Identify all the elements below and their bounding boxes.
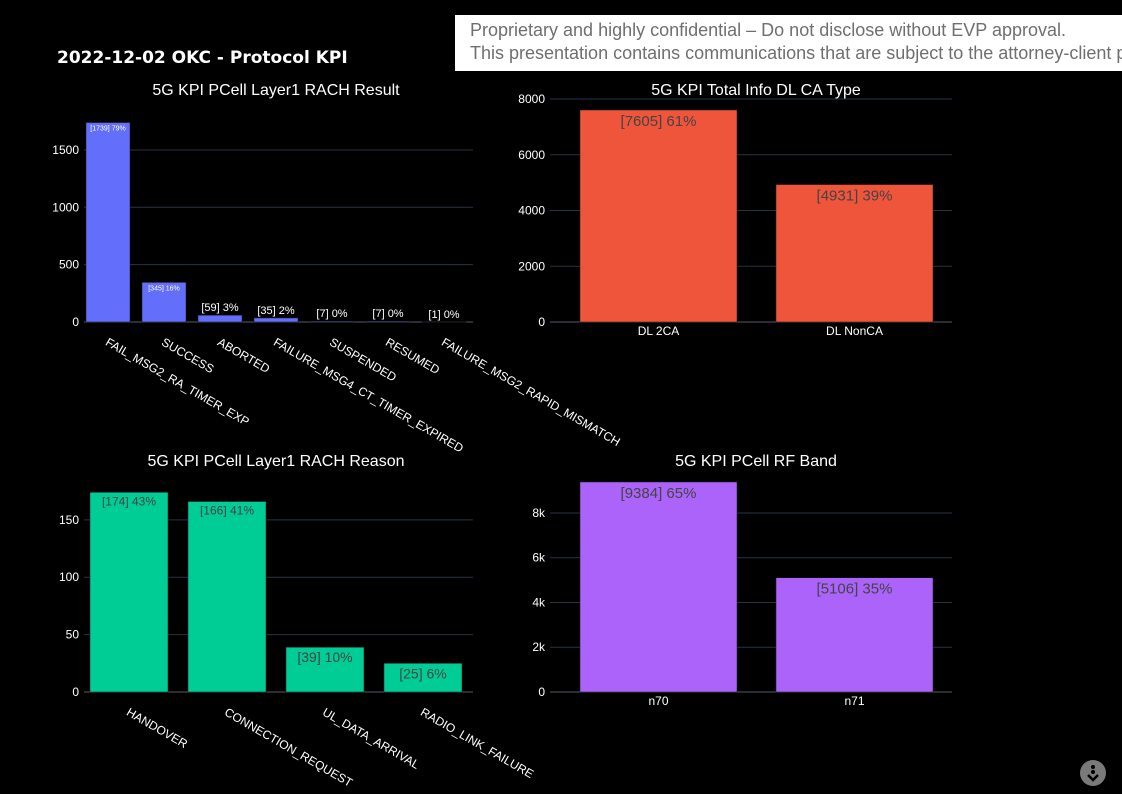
x-tick-label: UL_DATA_ARRIVAL <box>320 705 422 772</box>
bar <box>89 492 169 693</box>
y-tick-label: 100 <box>59 570 79 584</box>
bar <box>309 320 355 323</box>
data-label: [345] 16% <box>148 285 180 292</box>
x-tick-label: n71 <box>844 694 864 708</box>
bar <box>383 663 463 693</box>
y-tick-label: 0 <box>538 315 545 329</box>
bar <box>253 317 299 323</box>
y-tick-label: 2k <box>532 640 546 654</box>
y-tick-label: 2000 <box>518 259 545 273</box>
y-tick-label: 150 <box>59 513 79 527</box>
banner-line-1: Proprietary and highly confidential – Do… <box>470 20 1067 40</box>
y-tick-label: 500 <box>59 258 79 272</box>
y-tick-label: 50 <box>66 628 80 642</box>
y-tick-label: 8000 <box>518 92 545 106</box>
bar <box>285 646 365 693</box>
y-tick-label: 8k <box>532 506 546 520</box>
x-tick-label: RADIO_LINK_FAILURE <box>418 705 536 781</box>
data-label: [1] 0% <box>428 309 459 321</box>
bar <box>85 122 131 323</box>
bar <box>365 320 411 323</box>
data-label: [25] 6% <box>399 665 446 681</box>
y-tick-label: 0 <box>538 685 545 699</box>
data-label: [9384] 65% <box>621 485 697 502</box>
menu-button[interactable] <box>1080 760 1106 786</box>
bar <box>141 282 187 323</box>
chart-title: 5G KPI PCell Layer1 RACH Reason <box>148 453 405 470</box>
chart-title: 5G KPI Total Info DL CA Type <box>651 82 861 99</box>
bar <box>579 109 738 323</box>
data-label: [166] 41% <box>200 504 254 518</box>
data-label: [39] 10% <box>297 649 352 665</box>
page-title: 2022-12-02 OKC - Protocol KPI <box>57 48 348 68</box>
chart-title: 5G KPI PCell Layer1 RACH Result <box>152 82 400 99</box>
chevron-down-icon <box>1087 765 1099 782</box>
x-tick-label: FAILURE_MSG2_RAPID_MISMATCH <box>439 335 623 449</box>
y-tick-label: 0 <box>72 685 79 699</box>
x-tick-label: DL NonCA <box>826 324 883 338</box>
y-tick-label: 1500 <box>52 143 79 157</box>
data-label: [5106] 35% <box>817 581 893 598</box>
x-tick-label: DL 2CA <box>638 324 680 338</box>
data-label: [7605] 61% <box>621 113 697 130</box>
y-tick-label: 0 <box>72 315 79 329</box>
y-tick-label: 4k <box>532 595 546 609</box>
data-label: [7] 0% <box>316 308 347 320</box>
data-label: [174] 43% <box>102 494 156 508</box>
bar <box>421 321 467 323</box>
y-tick-label: 6000 <box>518 148 545 162</box>
data-label: [4931] 39% <box>817 188 893 205</box>
banner-line-2: This presentation contains communication… <box>470 43 1122 63</box>
chart-title: 5G KPI PCell RF Band <box>675 453 837 470</box>
x-tick-label: HANDOVER <box>124 705 190 751</box>
y-tick-label: 4000 <box>518 204 545 218</box>
data-label: [59] 3% <box>201 302 239 314</box>
confidentiality-banner: Proprietary and highly confidential – Do… <box>455 15 1122 71</box>
x-tick-label: n70 <box>648 694 668 708</box>
bar <box>187 501 267 693</box>
bar <box>775 184 934 323</box>
bar <box>775 577 934 693</box>
y-tick-label: 6k <box>532 551 546 565</box>
bar <box>579 481 738 693</box>
x-tick-label: FAILURE_MSG4_CT_TIMER_EXPIRED <box>271 335 466 456</box>
data-label: [1739] 79% <box>90 126 125 133</box>
bar <box>197 314 243 323</box>
data-label: [35] 2% <box>257 305 295 317</box>
x-tick-label: ABORTED <box>215 335 272 376</box>
y-tick-label: 1000 <box>52 200 79 214</box>
data-label: [7] 0% <box>372 308 403 320</box>
